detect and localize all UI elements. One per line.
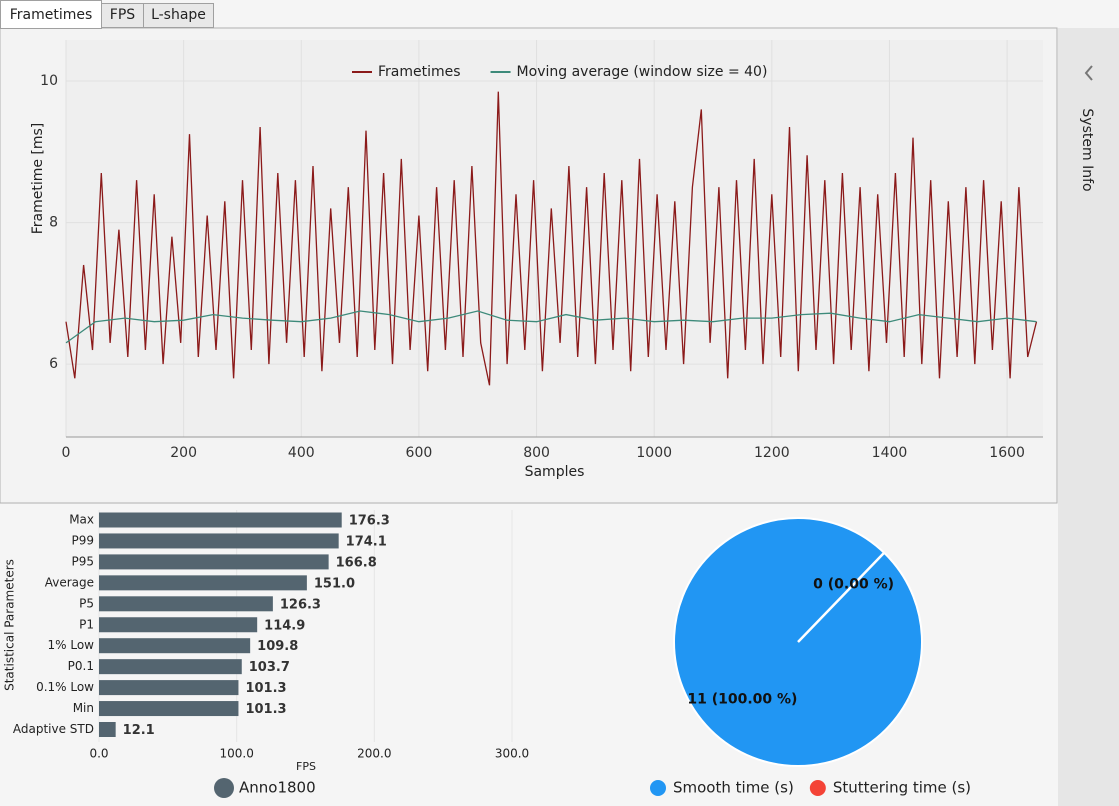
sidebar-chevron[interactable] bbox=[1084, 65, 1093, 81]
pie-label: 11 (100.00 %) bbox=[687, 692, 797, 708]
legend-label: Moving average (window size = 40) bbox=[517, 64, 768, 80]
x-tick-label: 1600 bbox=[989, 445, 1025, 461]
bar-value-label: 103.7 bbox=[249, 660, 290, 675]
x-tick-label: 800 bbox=[523, 445, 550, 461]
y-tick-label: 1% Low bbox=[48, 638, 95, 652]
y-tick-label: 6 bbox=[49, 356, 58, 372]
y-tick-label: Min bbox=[73, 701, 94, 715]
y-tick-label: 10 bbox=[40, 73, 58, 89]
bar bbox=[99, 554, 329, 570]
legend-label: Stuttering time (s) bbox=[833, 779, 971, 797]
bar bbox=[99, 722, 116, 737]
bar-value-label: 101.3 bbox=[245, 702, 286, 717]
y-tick-label: P95 bbox=[71, 554, 94, 568]
x-tick-label: 1400 bbox=[872, 445, 908, 461]
bar bbox=[99, 680, 239, 696]
x-tick-label: 0 bbox=[62, 445, 71, 461]
bar bbox=[99, 659, 242, 675]
bar-value-label: 126.3 bbox=[280, 597, 321, 612]
y-tick-label: 0.1% Low bbox=[36, 680, 94, 694]
y-tick-label: 8 bbox=[49, 215, 58, 231]
tab-bar: Frametimes FPS L-shape bbox=[0, 0, 214, 29]
bar-value-label: 109.8 bbox=[257, 639, 298, 654]
y-tick-label: Average bbox=[45, 575, 94, 589]
pie-label: 0 (0.00 %) bbox=[813, 576, 894, 592]
bar bbox=[99, 596, 273, 612]
bar bbox=[99, 512, 342, 528]
x-tick-label: 100.0 bbox=[219, 747, 253, 761]
x-tick-label: 400 bbox=[288, 445, 315, 461]
tab[interactable] bbox=[0, 0, 102, 29]
legend-swatch bbox=[214, 778, 234, 798]
y-tick-label: P1 bbox=[79, 617, 94, 631]
plots: 0 200 400 600 800 1000 1200 1400 1600 6 8 10 Samples… bbox=[3, 40, 1043, 798]
x-axis-title: FPS bbox=[296, 760, 316, 773]
legend-label: Anno1800 bbox=[239, 779, 316, 797]
x-tick-label: 200.0 bbox=[357, 747, 391, 761]
series-line bbox=[65, 310, 1037, 344]
x-tick-label: 0.0 bbox=[89, 747, 108, 761]
y-tick-label: Adaptive STD bbox=[13, 722, 94, 736]
tab-label[interactable]: Frametimes bbox=[10, 7, 93, 23]
tab[interactable] bbox=[143, 3, 214, 28]
bar bbox=[99, 533, 339, 549]
tab-label[interactable]: FPS bbox=[110, 7, 135, 23]
y-axis-title: Statistical Parameters bbox=[3, 559, 17, 691]
bar-value-label: 176.3 bbox=[349, 514, 390, 529]
bar-value-label: 174.1 bbox=[346, 534, 387, 549]
y-tick-label: P0.1 bbox=[68, 659, 94, 673]
legend-label: Smooth time (s) bbox=[673, 779, 794, 797]
sidebar[interactable] bbox=[1058, 28, 1119, 806]
plot-area bbox=[66, 40, 1043, 437]
y-axis-title: Frametime [ms] bbox=[30, 123, 46, 235]
bar-value-label: 101.3 bbox=[245, 681, 286, 696]
x-tick-label: 300.0 bbox=[495, 747, 529, 761]
sidebar-label[interactable]: System Info bbox=[1079, 108, 1095, 191]
bar-value-label: 114.9 bbox=[264, 618, 305, 633]
legend-swatch bbox=[650, 780, 666, 796]
x-tick-label: 1000 bbox=[636, 445, 672, 461]
bar bbox=[99, 638, 251, 654]
bar-value-label: 12.1 bbox=[123, 723, 155, 738]
x-tick-label: 200 bbox=[170, 445, 197, 461]
y-tick-label: P99 bbox=[71, 533, 94, 547]
tab-label[interactable]: L-shape bbox=[151, 7, 206, 23]
x-tick-label: 600 bbox=[406, 445, 433, 461]
bar-value-label: 151.0 bbox=[314, 576, 355, 591]
bar bbox=[99, 617, 258, 633]
bar bbox=[99, 701, 239, 717]
x-axis-title: Samples bbox=[525, 464, 585, 480]
legend-swatch bbox=[809, 780, 826, 796]
bar-value-label: 166.8 bbox=[336, 555, 377, 570]
y-tick-label: Max bbox=[69, 513, 94, 527]
y-tick-label: P5 bbox=[79, 596, 94, 610]
legend-label: Frametimes bbox=[378, 64, 461, 80]
tab[interactable] bbox=[101, 3, 144, 28]
x-tick-label: 1200 bbox=[754, 445, 790, 461]
bar bbox=[99, 575, 307, 591]
series-line bbox=[65, 91, 1038, 386]
